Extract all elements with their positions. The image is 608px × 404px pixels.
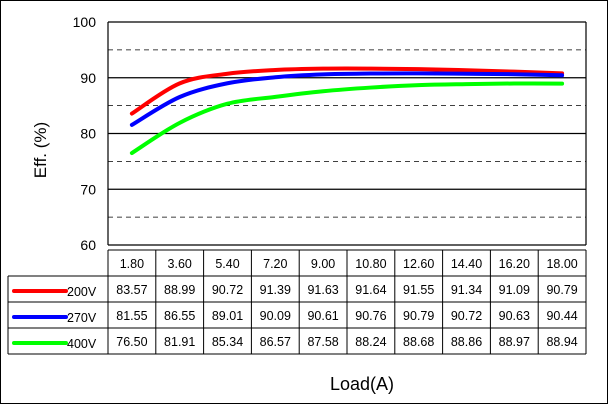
x-tick-label: 7.20	[263, 257, 287, 271]
x-tick-label: 12.60	[403, 257, 434, 271]
series-line-200V	[129, 66, 565, 116]
data-label: 91.55	[403, 283, 434, 297]
x-tick-label: 14.40	[451, 257, 482, 271]
y-tick-label: 100	[73, 14, 97, 30]
data-label: 88.86	[451, 335, 482, 349]
data-label: 76.50	[116, 335, 147, 349]
y-tick-label: 80	[80, 126, 96, 142]
data-label: 86.55	[164, 309, 195, 323]
data-label: 91.64	[355, 283, 386, 297]
series-lines	[129, 66, 565, 156]
y-axis-label: Eff. (%)	[31, 122, 50, 178]
y-axis: 60 70 80 90 100	[73, 14, 97, 253]
data-label: 90.79	[403, 309, 434, 323]
series-line-270V	[129, 71, 565, 127]
data-label: 83.57	[116, 283, 147, 297]
series-line-400V	[129, 81, 565, 156]
x-axis-label: Load(A)	[330, 374, 394, 394]
data-label: 90.72	[451, 309, 482, 323]
data-label: 90.63	[499, 309, 530, 323]
x-tick-label: 3.60	[168, 257, 192, 271]
y-tick-label: 70	[80, 181, 96, 197]
data-label: 89.01	[212, 309, 243, 323]
x-tick-label: 10.80	[355, 257, 386, 271]
x-tick-label: 16.20	[499, 257, 530, 271]
legend-label: 200V	[67, 285, 97, 299]
data-label: 90.61	[307, 309, 338, 323]
x-tick-label: 5.40	[215, 257, 239, 271]
data-label: 81.91	[164, 335, 195, 349]
data-label: 88.94	[546, 335, 577, 349]
data-label: 88.97	[499, 335, 530, 349]
grid-lines	[107, 21, 587, 246]
data-label: 91.34	[451, 283, 482, 297]
data-label: 91.09	[499, 283, 530, 297]
legend-label: 270V	[67, 311, 97, 325]
data-label: 90.79	[546, 283, 577, 297]
data-label: 91.39	[260, 283, 291, 297]
data-label: 81.55	[116, 309, 147, 323]
data-label: 90.44	[546, 309, 577, 323]
data-label: 91.63	[307, 283, 338, 297]
data-label: 85.34	[212, 335, 243, 349]
data-label: 88.68	[403, 335, 434, 349]
x-tick-label: 1.80	[120, 257, 144, 271]
data-label: 90.72	[212, 283, 243, 297]
legend-label: 400V	[67, 337, 97, 351]
x-tick-label: 18.00	[546, 257, 577, 271]
data-label: 90.09	[260, 309, 291, 323]
y-tick-label: 90	[80, 70, 96, 86]
data-label: 90.76	[355, 309, 386, 323]
data-label: 86.57	[260, 335, 291, 349]
x-tick-label: 9.00	[311, 257, 335, 271]
data-label: 87.58	[307, 335, 338, 349]
data-table: 1.80 3.60 5.40 7.20 9.00 10.80 12.60 14.40 16.20…	[7, 249, 587, 355]
y-tick-label: 60	[80, 237, 96, 253]
data-label: 88.99	[164, 283, 195, 297]
data-label: 88.24	[355, 335, 386, 349]
